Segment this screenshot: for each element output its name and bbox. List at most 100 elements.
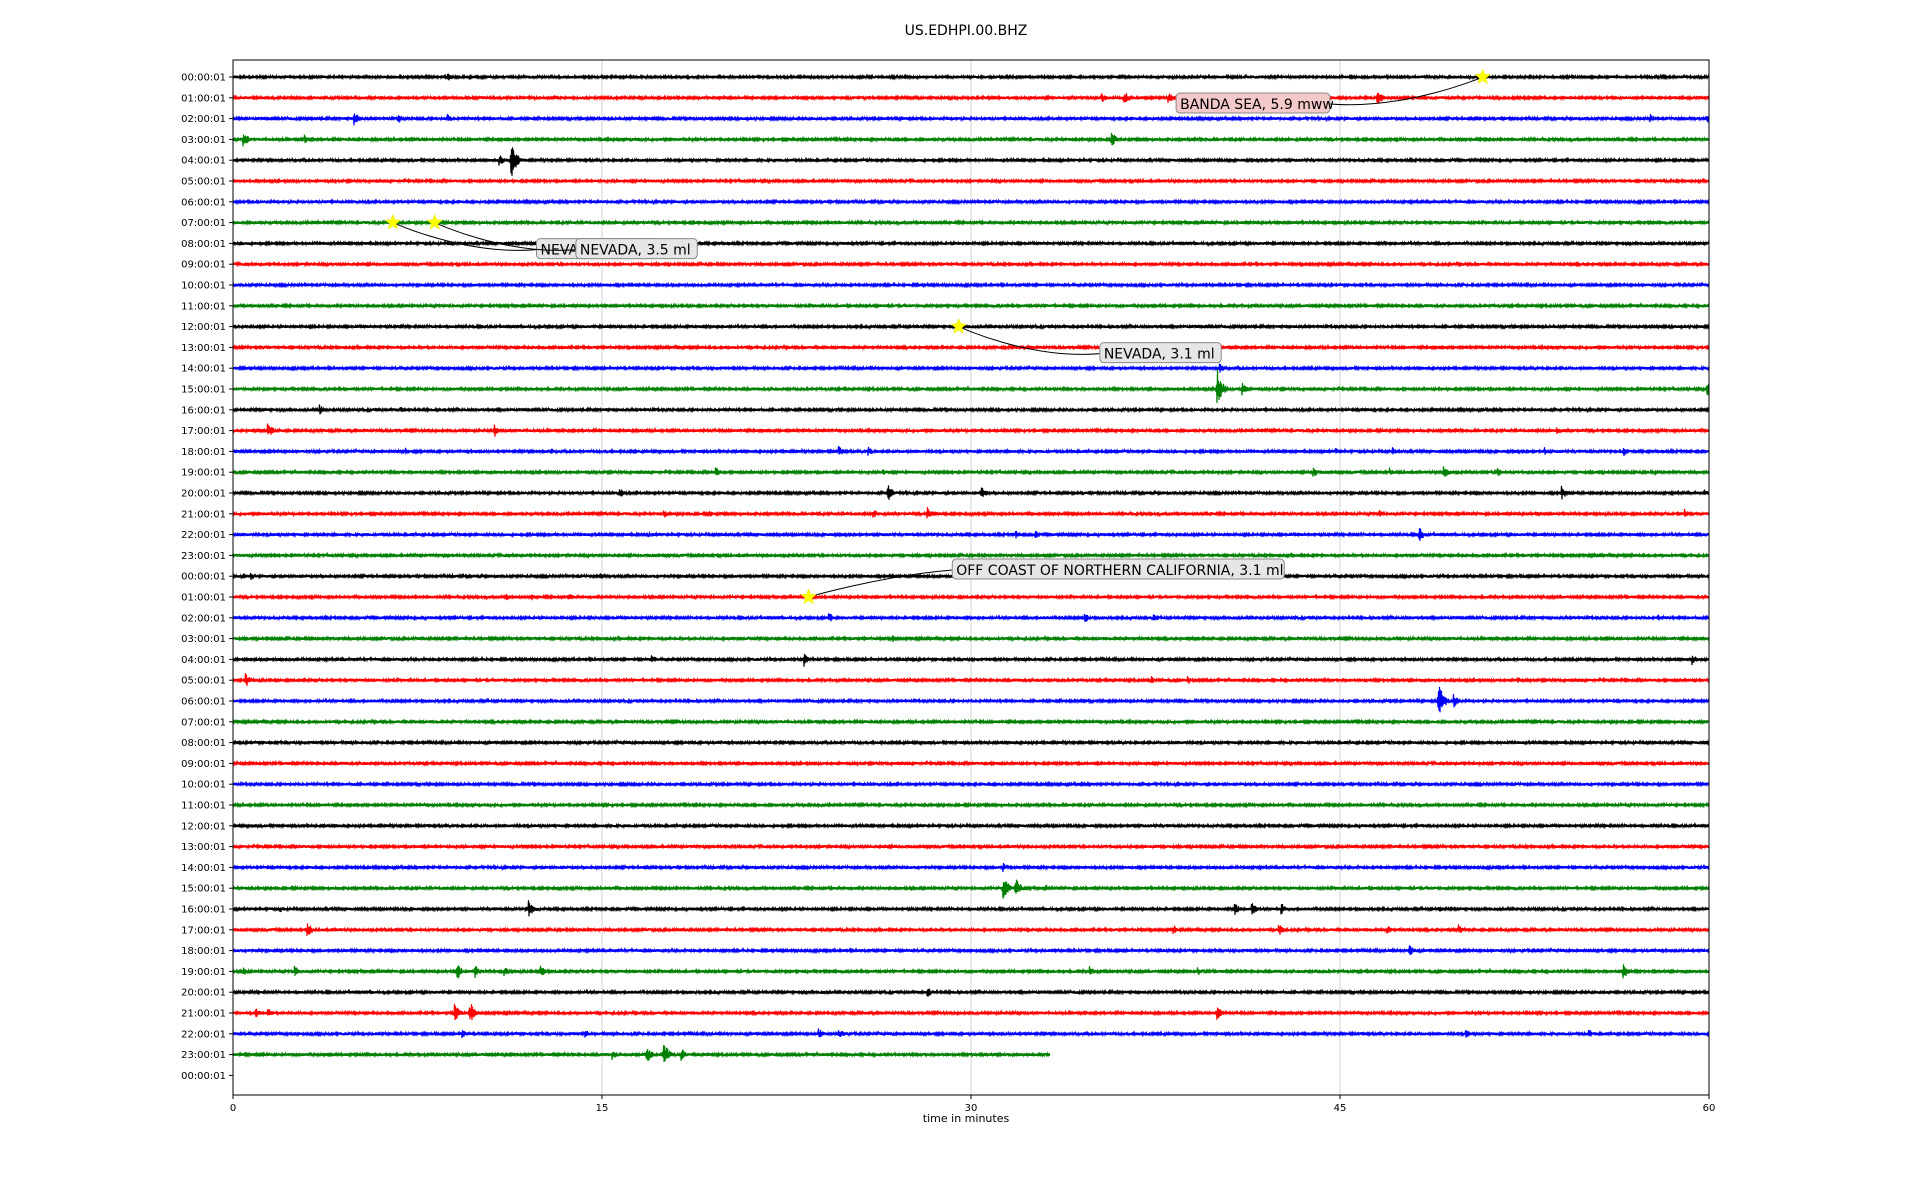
x-tick-label: 45 xyxy=(1334,1103,1347,1114)
seismic-trace xyxy=(232,945,1710,955)
y-tick-label: 22:00:01 xyxy=(181,530,226,541)
event-star-marker xyxy=(384,213,402,230)
seismic-trace xyxy=(232,113,1710,126)
seismic-trace xyxy=(232,718,1710,726)
y-tick-label: 03:00:01 xyxy=(181,634,226,645)
y-tick-label: 08:00:01 xyxy=(181,738,226,749)
plot-frame xyxy=(232,59,1710,1096)
y-tick-label: 16:00:01 xyxy=(181,905,226,916)
seismic-trace xyxy=(232,759,1710,768)
y-tick-label: 17:00:01 xyxy=(181,426,226,437)
y-tick-label: 12:00:01 xyxy=(181,322,226,333)
event-label-box xyxy=(951,558,1285,580)
y-tick-label: 13:00:01 xyxy=(181,842,226,853)
seismic-trace xyxy=(232,613,1710,622)
y-tick-label: 23:00:01 xyxy=(181,1050,226,1061)
seismic-trace xyxy=(232,923,1710,936)
seismic-trace xyxy=(232,988,1710,997)
event-label: NEVADA, 3.1 ml xyxy=(1104,347,1215,363)
seismic-trace xyxy=(232,132,1710,147)
y-tick-label: 17:00:01 xyxy=(181,925,226,936)
seismic-traces xyxy=(232,73,1710,1063)
y-tick-label: 09:00:01 xyxy=(181,260,226,271)
y-tick-label: 01:00:01 xyxy=(181,593,226,604)
seismic-trace xyxy=(232,322,1710,331)
seismic-trace xyxy=(232,369,1710,404)
y-tick-label: 06:00:01 xyxy=(181,197,226,208)
y-tick-label: 10:00:01 xyxy=(181,281,226,292)
chart-title: US.EDHPI.00.BHZ xyxy=(905,23,1028,39)
seismic-trace xyxy=(232,673,1710,686)
y-tick-label: 10:00:01 xyxy=(181,780,226,791)
event-star-marker xyxy=(950,317,967,334)
seismic-trace xyxy=(232,801,1710,809)
seismic-trace xyxy=(232,862,1710,872)
seismic-trace xyxy=(232,507,1710,519)
y-tick-label: 07:00:01 xyxy=(181,218,226,229)
seismic-trace xyxy=(232,738,1710,747)
event-star-marker xyxy=(800,588,817,605)
y-tick-label: 18:00:01 xyxy=(181,447,226,458)
y-tick-label: 04:00:01 xyxy=(181,156,226,167)
seismic-trace xyxy=(232,198,1710,206)
seismic-trace xyxy=(232,780,1710,788)
seismic-trace xyxy=(232,218,1710,227)
seismic-trace xyxy=(232,73,1710,81)
y-tick-label: 11:00:01 xyxy=(181,801,226,812)
y-tick-label: 09:00:01 xyxy=(181,759,226,770)
y-tick-label: 03:00:01 xyxy=(181,135,226,146)
y-tick-label: 19:00:01 xyxy=(181,967,226,978)
seismic-trace xyxy=(232,445,1710,457)
seismic-trace xyxy=(232,528,1710,541)
x-tick-label: 30 xyxy=(965,1103,978,1114)
y-tick-label: 05:00:01 xyxy=(181,177,226,188)
event-label-box xyxy=(1099,342,1222,364)
seismic-trace xyxy=(232,1003,1710,1021)
y-tick-label: 05:00:01 xyxy=(181,676,226,687)
seismic-trace xyxy=(232,822,1710,830)
seismic-trace xyxy=(232,964,1710,979)
x-tick-label: 60 xyxy=(1703,1103,1716,1114)
seismic-trace xyxy=(232,466,1710,477)
y-tick-label: 04:00:01 xyxy=(181,655,226,666)
seismic-trace xyxy=(232,177,1710,185)
x-tick-label: 0 xyxy=(230,1103,236,1114)
event-label: OFF COAST OF NORTHERN CALIFORNIA, 3.1 ml xyxy=(956,563,1283,579)
x-axis-ticks: 0 15 30 45 60 xyxy=(230,1095,1716,1114)
y-tick-label: 21:00:01 xyxy=(181,509,226,520)
seismic-trace xyxy=(232,423,1710,437)
event-label: BANDA SEA, 5.9 mww xyxy=(1180,97,1334,113)
y-tick-label: 14:00:01 xyxy=(181,364,226,375)
y-tick-label: 18:00:01 xyxy=(181,946,226,957)
y-tick-label: 12:00:01 xyxy=(181,821,226,832)
seismic-trace xyxy=(232,653,1710,667)
seismic-trace xyxy=(232,634,1710,643)
seismic-trace xyxy=(232,404,1710,415)
seismic-trace xyxy=(232,239,1710,248)
y-tick-label: 15:00:01 xyxy=(181,884,226,895)
seismic-trace xyxy=(232,551,1710,560)
seismic-trace xyxy=(232,260,1710,268)
seismic-trace xyxy=(232,302,1710,310)
y-tick-label: 23:00:01 xyxy=(181,551,226,562)
y-tick-label: 08:00:01 xyxy=(181,239,226,250)
y-tick-label: 00:00:01 xyxy=(181,73,226,84)
y-tick-label: 16:00:01 xyxy=(181,405,226,416)
seismic-trace xyxy=(232,842,1710,851)
y-tick-label: 00:00:01 xyxy=(181,572,226,583)
event-label-box xyxy=(575,238,698,260)
y-tick-label: 20:00:01 xyxy=(181,988,226,999)
event-label: NEVADA, 3.5 ml xyxy=(580,243,691,259)
seismic-trace xyxy=(232,1045,1051,1063)
y-tick-label: 20:00:01 xyxy=(181,489,226,500)
y-tick-label: 01:00:01 xyxy=(181,93,226,104)
seismic-trace xyxy=(232,485,1710,500)
y-tick-label: 15:00:01 xyxy=(181,385,226,396)
event-star-marker xyxy=(1474,68,1491,85)
y-tick-label: 02:00:01 xyxy=(181,613,226,624)
y-tick-label: 19:00:01 xyxy=(181,468,226,479)
seismic-trace xyxy=(232,281,1710,289)
seismic-trace xyxy=(232,1028,1710,1039)
y-tick-label: 21:00:01 xyxy=(181,1009,226,1020)
